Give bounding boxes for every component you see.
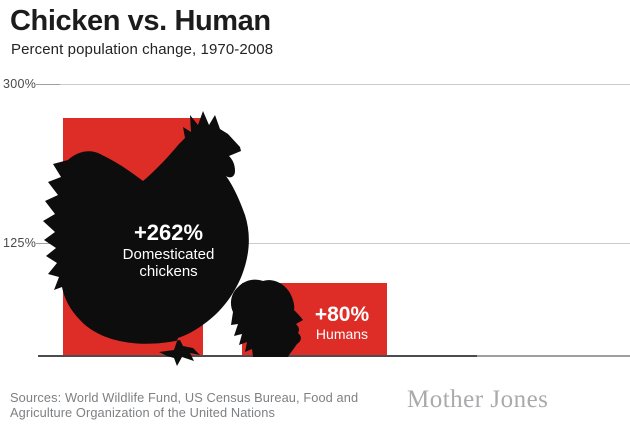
chicken-category-label-line2: chickens (139, 263, 198, 280)
y-tick-label-125: 125% (3, 236, 37, 250)
page-subtitle: Percent population change, 1970-2008 (11, 41, 274, 58)
y-tick-label-300: 300% (3, 77, 37, 91)
sources-line-2: Agriculture Organization of the United N… (10, 404, 275, 420)
chicken-value-label: +262% (133, 220, 204, 245)
humans-category-label: Humans (315, 326, 369, 342)
mother-jones-logo: Mother Jones (407, 386, 549, 413)
gridline-300 (36, 84, 630, 85)
sources-line-1: Sources: World Wildlife Fund, US Census … (10, 390, 359, 405)
sources-note: Sources: World Wildlife Fund, US Census … (10, 390, 359, 420)
humans-bar-label: +80% Humans (287, 303, 397, 343)
page-title: Chicken vs. Human (10, 5, 271, 37)
chicken-category-label-line1: Domesticated (122, 246, 215, 263)
humans-value-label: +80% (314, 303, 370, 326)
chicken-bar-label: +262% Domesticated chickens (98, 220, 239, 280)
x-axis-baseline (38, 355, 630, 357)
